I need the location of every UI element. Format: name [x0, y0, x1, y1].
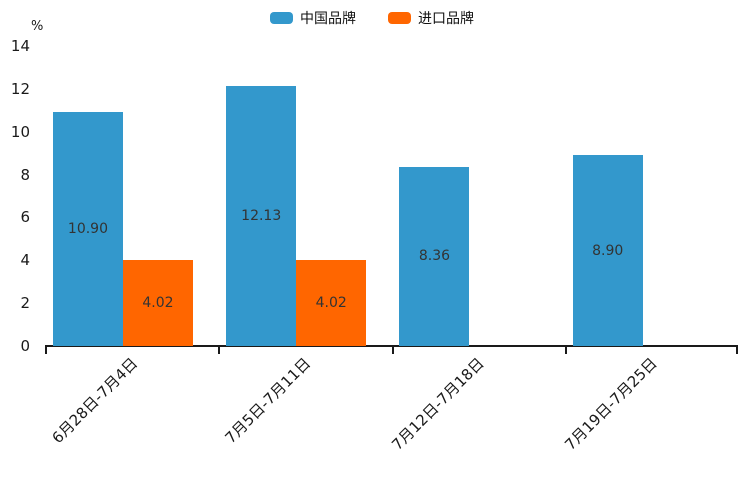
legend-label-import-brand: 进口品牌 — [418, 11, 474, 27]
bar-value-label: 12.13 — [241, 208, 282, 225]
x-axis-tick — [218, 345, 221, 354]
x-axis-tick — [736, 345, 738, 354]
y-tick-label: 14 — [10, 37, 30, 55]
bar-china-brand — [226, 86, 297, 346]
y-tick-label: 10 — [10, 122, 30, 141]
bar-value-label: 10.90 — [67, 221, 108, 238]
legend-label-china-brand: 中国品牌 — [300, 11, 356, 27]
y-tick-label: 6 — [20, 208, 30, 227]
y-tick-label: 2 — [20, 294, 30, 313]
y-tick-label: 0 — [20, 337, 30, 355]
x-tick-label: 7月5日-7月11日 — [221, 354, 315, 448]
bar-value-label: 8.36 — [418, 248, 451, 265]
x-tick-label: 7月12日-7月18日 — [388, 354, 488, 454]
bar-china-brand — [572, 155, 643, 346]
y-axis-unit-label: % — [31, 19, 44, 34]
x-axis-tick — [45, 345, 47, 354]
bar-value-label: 4.02 — [315, 294, 347, 311]
bar-import-brand — [296, 259, 367, 346]
bar-import-brand — [122, 259, 193, 346]
bar-value-label: 8.90 — [592, 242, 624, 259]
legend-item-import-brand: 进口品牌 — [388, 8, 474, 28]
legend-swatch-import-brand-icon — [388, 12, 411, 24]
x-axis-tick — [391, 345, 394, 354]
bar-value-label: 4.02 — [142, 294, 174, 311]
y-tick-label: 8 — [20, 165, 30, 184]
bar-china-brand — [52, 112, 123, 346]
y-tick-label: 4 — [20, 251, 30, 270]
legend: 中国品牌 进口品牌 — [0, 8, 744, 28]
y-tick-label: 12 — [10, 79, 30, 98]
legend-item-china-brand: 中国品牌 — [270, 8, 356, 28]
x-tick-label: 6月28日-7月4日 — [48, 354, 141, 448]
legend-swatch-china-brand-icon — [270, 12, 293, 24]
x-axis-tick — [564, 345, 567, 354]
bar-china-brand — [399, 166, 470, 346]
x-tick-label: 7月19日-7月25日 — [561, 354, 661, 454]
